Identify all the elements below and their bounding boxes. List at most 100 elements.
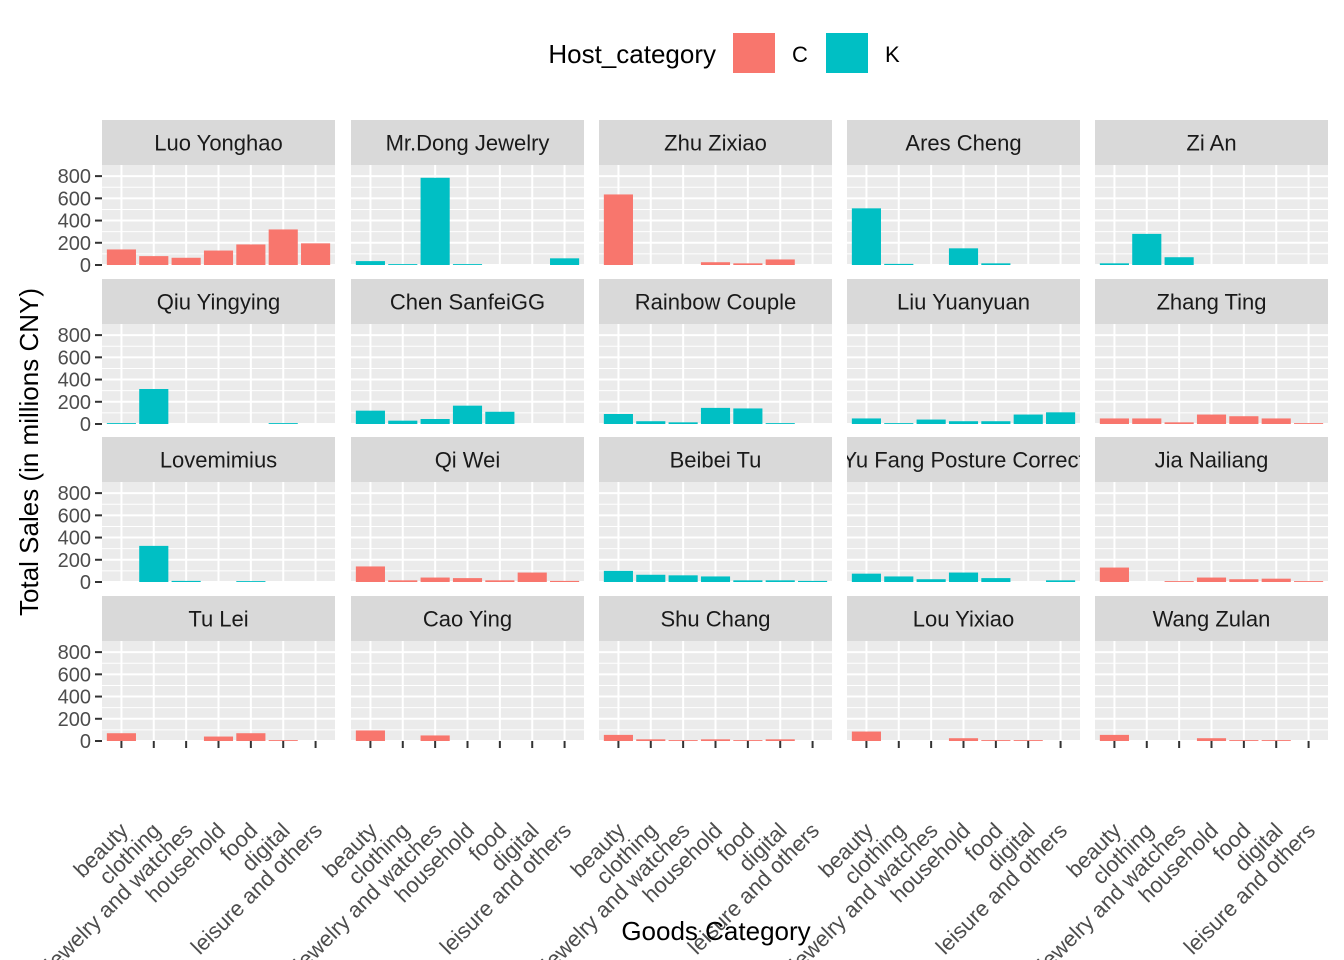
bar-jewelry-and-watches [668, 740, 698, 741]
bar-digital [765, 423, 795, 424]
bar-digital [765, 259, 795, 265]
bar-food [485, 411, 515, 424]
bar-beauty [1099, 567, 1129, 582]
y-tick-label: 0 [80, 414, 91, 436]
y-tick-label: 0 [80, 731, 91, 753]
bar-household [1196, 414, 1227, 424]
bar-household [948, 738, 979, 741]
bar-jewelry-and-watches [420, 577, 450, 582]
bar-leisure-and-others [1294, 423, 1324, 424]
bar-food [236, 733, 266, 741]
facet-title: Liu Yuanyuan [897, 290, 1030, 315]
bar-digital [1261, 418, 1291, 424]
bar-household [452, 578, 483, 582]
legend-key-k [826, 33, 868, 73]
bar-beauty [1099, 263, 1129, 265]
y-tick-label: 200 [58, 233, 91, 255]
bar-food [1229, 579, 1259, 582]
facet-title: Beibei Tu [670, 448, 762, 473]
bar-beauty [603, 194, 633, 265]
y-tick-label: 0 [80, 255, 91, 277]
bar-digital [268, 423, 298, 424]
facet-strip [351, 279, 584, 324]
facet-strip [599, 596, 832, 641]
bar-clothing [388, 264, 418, 265]
bar-digital [1013, 414, 1043, 424]
bar-digital [268, 229, 298, 265]
bar-clothing [884, 423, 914, 424]
facet-strip [847, 279, 1080, 324]
facet-yu-fang-posture-correct: Yu Fang Posture Correct [847, 437, 1080, 583]
y-tick-label: 600 [58, 664, 91, 686]
bar-digital [765, 739, 795, 741]
bar-household [1196, 577, 1227, 582]
y-tick-label: 800 [58, 166, 91, 188]
bar-beauty [355, 261, 385, 265]
facet-jia-nailiang: Jia Nailiang [1095, 437, 1328, 583]
bar-jewelry-and-watches [1164, 581, 1194, 582]
bar-clothing [884, 576, 914, 582]
facet-strip [351, 437, 584, 482]
bar-food [981, 263, 1011, 265]
bar-beauty [355, 410, 385, 424]
facet-qi-wei: Qi Wei [351, 437, 584, 583]
y-tick-label: 200 [58, 392, 91, 414]
bar-clothing [139, 389, 169, 424]
bar-jewelry-and-watches [171, 580, 201, 582]
bar-household [700, 407, 731, 424]
facet-title: Zhang Ting [1156, 290, 1266, 315]
bar-leisure-and-others [1046, 412, 1076, 424]
bar-beauty [603, 414, 633, 424]
facet-strip [102, 437, 335, 482]
facet-title: Rainbow Couple [635, 290, 796, 315]
y-tick-label: 800 [58, 325, 91, 347]
bar-beauty [106, 733, 136, 741]
bar-beauty [603, 734, 633, 741]
legend-label-k: K [885, 42, 900, 67]
y-tick-label: 600 [58, 347, 91, 369]
facet-title: Lovemimius [160, 448, 277, 473]
bar-beauty [851, 208, 881, 265]
facet-liu-yuanyuan: Liu Yuanyuan [847, 279, 1080, 425]
bar-clothing [636, 739, 666, 741]
bar-jewelry-and-watches [420, 735, 450, 741]
bar-digital [1013, 740, 1043, 741]
y-tick-label: 400 [58, 687, 91, 709]
facet-strip [1095, 120, 1328, 165]
facet-zhang-ting: Zhang Ting [1095, 279, 1328, 425]
facet-title: Tu Lei [188, 607, 248, 632]
facet-strip [847, 437, 1080, 482]
facet-strip [847, 596, 1080, 641]
bar-beauty [851, 573, 881, 582]
legend-key-c [733, 33, 775, 73]
facet-title: Jia Nailiang [1155, 448, 1269, 473]
bar-jewelry-and-watches [668, 422, 698, 424]
facet-chen-sanfeigg: Chen SanfeiGG [351, 279, 584, 425]
facet-strip [102, 596, 335, 641]
bar-household [203, 250, 234, 265]
facet-strip [599, 437, 832, 482]
bar-household [1196, 738, 1227, 741]
bar-jewelry-and-watches [1164, 422, 1194, 424]
bar-beauty [106, 249, 136, 265]
facet-rainbow-couple: Rainbow Couple [599, 279, 832, 425]
bar-leisure-and-others [1294, 581, 1324, 582]
bar-clothing [1132, 233, 1162, 265]
y-tick-label: 400 [58, 370, 91, 392]
facet-strip [847, 120, 1080, 165]
bar-beauty [355, 566, 385, 582]
bar-food [733, 408, 763, 424]
bar-food [1229, 416, 1259, 424]
bar-food [485, 580, 515, 582]
bar-beauty [1099, 418, 1129, 424]
y-tick-label: 0 [80, 572, 91, 594]
bar-leisure-and-others [301, 243, 331, 265]
bar-jewelry-and-watches [916, 579, 946, 582]
bar-leisure-and-others [550, 258, 580, 265]
facet-mr-dong-jewelry: Mr.Dong Jewelry [351, 120, 584, 266]
facet-zhu-zixiao: Zhu Zixiao [599, 120, 832, 266]
